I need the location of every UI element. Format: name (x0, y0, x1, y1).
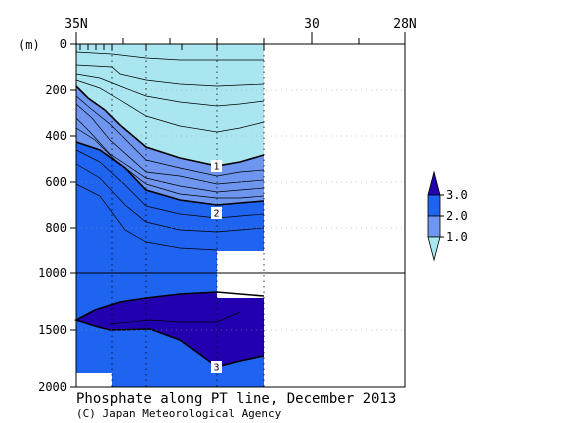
contour-line (75, 64, 265, 87)
contour-label-bg (211, 160, 222, 172)
chart-title: Phosphate along PT line, December 2013 (76, 391, 396, 407)
contour-line (75, 127, 265, 199)
no-data-bottom-left (76, 373, 112, 388)
y-tick-label: 800 (45, 221, 67, 235)
contour-label-text: 2 (213, 209, 219, 220)
contour-line (75, 163, 265, 233)
color-legend: 3.0 2.0 1.0 (427, 170, 468, 262)
contour-label-3: 3 (211, 361, 222, 374)
contour-lines-thin (75, 51, 265, 325)
x-tick-label-35n: 35N (64, 17, 87, 32)
y-tick-label: 0 (60, 37, 67, 51)
chart-credit: (C) Japan Meteorological Agency (76, 407, 282, 420)
y-tick-label: 2000 (38, 380, 67, 394)
legend-label-2: 2.0 (446, 209, 468, 223)
y-tick-label: 600 (45, 175, 67, 189)
y-tick-label: 1000 (38, 266, 67, 280)
contour-line (75, 149, 265, 219)
contour-line (75, 117, 265, 193)
station-ticks (79, 44, 265, 50)
x-tick-label-30: 30 (304, 17, 320, 32)
legend-label-3: 3.0 (446, 188, 468, 202)
contour-label-2: 2 (211, 207, 222, 220)
y-tick-label: 400 (45, 129, 67, 143)
y-ticks (70, 43, 76, 388)
contour-2 (75, 141, 265, 206)
contour-label-text: 1 (213, 162, 219, 173)
contour-line (109, 311, 241, 325)
legend-swatch-gt3 (427, 170, 441, 196)
legend-swatch-2-3 (427, 194, 441, 217)
contour-label-text: 3 (213, 363, 219, 374)
contour-line (75, 73, 265, 107)
band-gt3-fill (76, 292, 264, 367)
contour-line (75, 51, 264, 61)
legend-label-1: 1.0 (446, 230, 468, 244)
no-data-mid (217, 251, 265, 298)
y-unit-label: (m) (18, 38, 40, 52)
x-tick-label-28n: 28N (393, 17, 416, 32)
contour-label-bg (211, 361, 222, 373)
contour-line (75, 95, 265, 177)
contour-line (75, 183, 218, 251)
top-ticks (75, 32, 406, 44)
y-tick-label: 1500 (38, 323, 67, 337)
contour-1 (75, 85, 265, 167)
legend-swatch-lt1 (427, 236, 441, 262)
contour-line (75, 103, 265, 185)
contour-line (75, 79, 265, 133)
legend-swatch-1-2 (427, 215, 441, 238)
contour-label-bg (211, 207, 222, 219)
y-tick-label: 200 (45, 83, 67, 97)
contour-label-1: 1 (211, 160, 222, 173)
plot-frame (75, 43, 406, 388)
no-data-areas (76, 251, 265, 388)
